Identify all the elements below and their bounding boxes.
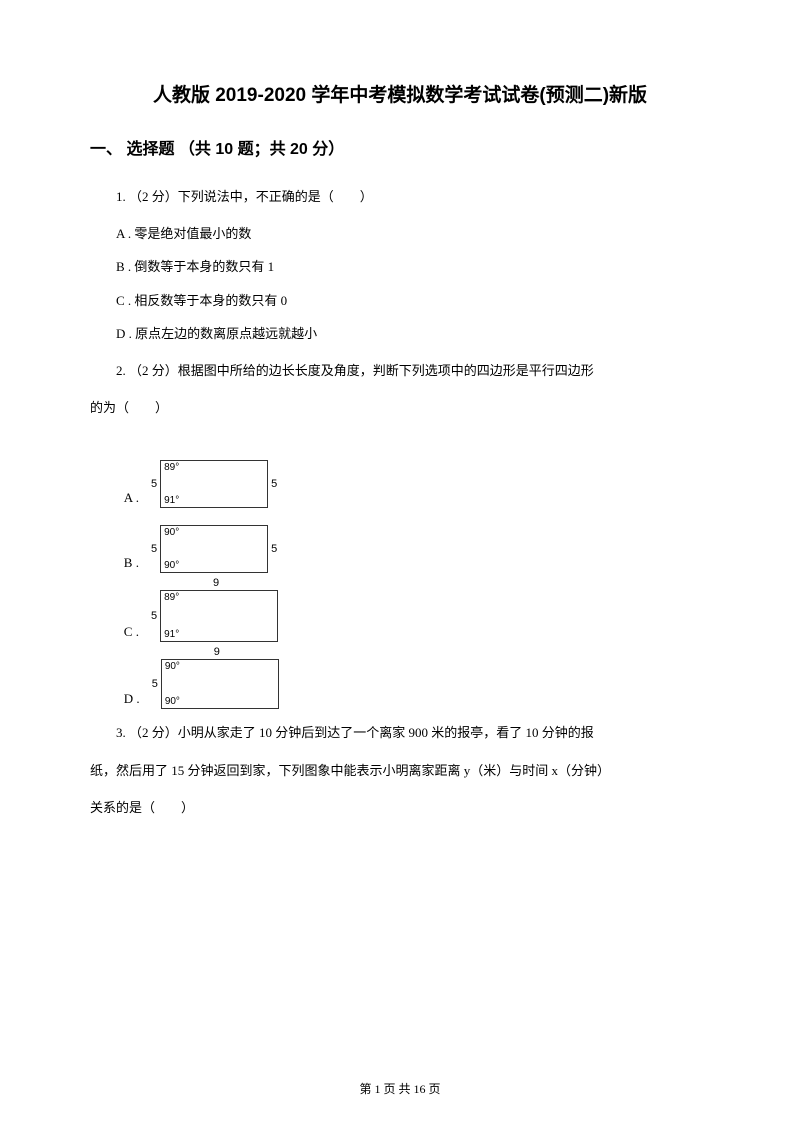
q3-line2: 纸，然后用了 15 分钟返回到家，下列图象中能表示小明离家距离 y（米）与时间 … bbox=[90, 755, 710, 786]
q2-b-letter: B . bbox=[124, 555, 139, 573]
q2-a-right-label: 5 bbox=[271, 478, 277, 490]
q2-d-angle-bl: 90° bbox=[165, 696, 180, 707]
q2-d-left-label: 5 bbox=[152, 678, 158, 690]
q2-option-a: A . 5 89° 91° 5 bbox=[124, 447, 710, 508]
q2-b-left-label: 5 bbox=[151, 543, 157, 555]
q2-a-angle-bl: 91° bbox=[164, 495, 179, 506]
q2-b-diagram: 5 90° 90° 5 bbox=[151, 512, 277, 573]
q2-c-left-label: 5 bbox=[151, 610, 157, 622]
q2-d-angle-tl: 90° bbox=[165, 661, 180, 672]
q2-b-rect: 90° 90° bbox=[160, 525, 268, 573]
q2-c-angle-bl: 91° bbox=[164, 629, 179, 640]
q2-a-diagram: 5 89° 91° 5 bbox=[151, 447, 277, 508]
q2-d-rect: 90° 90° bbox=[161, 659, 279, 709]
q2-a-angle-tl: 89° bbox=[164, 462, 179, 473]
q2-a-letter: A . bbox=[124, 490, 139, 508]
q2-a-left-label: 5 bbox=[151, 478, 157, 490]
q3-line3: 关系的是（ ） bbox=[90, 792, 710, 823]
q2-stem-line2: 的为（ ） bbox=[90, 392, 710, 423]
page-footer: 第 1 页 共 16 页 bbox=[0, 1080, 800, 1097]
q1-option-d: D . 原点左边的数离原点越远就越小 bbox=[90, 318, 710, 349]
section-header: 一、 选择题 （共 10 题；共 20 分） bbox=[90, 135, 710, 159]
q2-d-top-label: 9 bbox=[214, 646, 220, 659]
q1-option-c: C . 相反数等于本身的数只有 0 bbox=[90, 285, 710, 316]
exam-title: 人教版 2019-2020 学年中考模拟数学考试试卷(预测二)新版 bbox=[90, 80, 710, 107]
q2-d-letter: D . bbox=[124, 691, 140, 709]
q2-c-rect: 89° 91° bbox=[160, 590, 278, 642]
q1-stem: 1. （2 分）下列说法中，不正确的是（ ） bbox=[90, 181, 710, 212]
q2-c-diagram: 9 5 89° 91° bbox=[151, 577, 281, 642]
q2-c-angle-tl: 89° bbox=[164, 592, 179, 603]
q2-b-angle-bl: 90° bbox=[164, 560, 179, 571]
q2-b-angle-tl: 90° bbox=[164, 527, 179, 538]
q2-option-b: B . 5 90° 90° 5 bbox=[124, 512, 710, 573]
q1-option-b: B . 倒数等于本身的数只有 1 bbox=[90, 251, 710, 282]
q2-a-rect: 89° 91° bbox=[160, 460, 268, 508]
q2-stem-line1: 2. （2 分）根据图中所给的边长长度及角度，判断下列选项中的四边形是平行四边形 bbox=[90, 355, 710, 386]
q2-c-letter: C . bbox=[124, 624, 139, 642]
q2-c-top-label: 9 bbox=[213, 577, 219, 590]
q3-line1: 3. （2 分）小明从家走了 10 分钟后到达了一个离家 900 米的报亭，看了… bbox=[90, 717, 710, 748]
q1-option-a: A . 零是绝对值最小的数 bbox=[90, 218, 710, 249]
q2-option-d: D . 9 5 90° 90° bbox=[124, 646, 710, 709]
q2-d-diagram: 9 5 90° 90° bbox=[152, 646, 282, 709]
q2-b-right-label: 5 bbox=[271, 543, 277, 555]
q2-option-c: C . 9 5 89° 91° bbox=[124, 577, 710, 642]
